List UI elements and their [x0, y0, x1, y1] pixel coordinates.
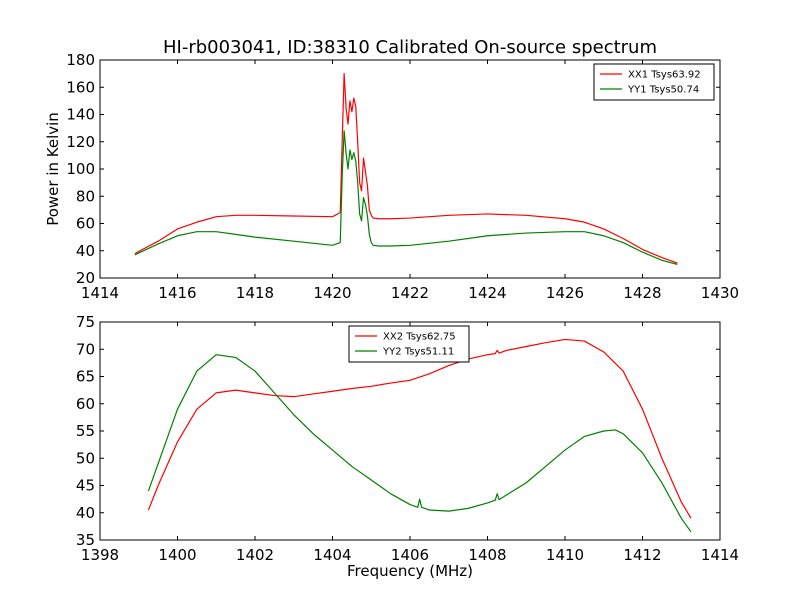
series-line-2: [134, 130, 678, 265]
plot-panel-2: 1398 1400 1402 1404 1406 1408 1410 1412 1414 35 40…: [76, 313, 739, 580]
legend-box: [593, 63, 715, 101]
y-tick-label: 45: [76, 477, 95, 495]
y-tick-label: 40: [76, 504, 95, 522]
y-tick-label: 70: [76, 340, 95, 358]
legend-entry-label: YY1 Tsys50.74: [627, 85, 699, 96]
legend-entry-label: XX1 Tsys63.92: [628, 70, 701, 81]
x-tick-label: 1420: [313, 284, 351, 302]
x-tick-label: 1402: [236, 546, 274, 564]
y-tick-label: 65: [76, 368, 95, 386]
x-tick-label: 1414: [701, 546, 739, 564]
x-tick-label: 1408: [468, 546, 506, 564]
x-tick-label: 1418: [236, 284, 274, 302]
y-tick-label: 160: [66, 78, 95, 96]
series-line-2: [147, 354, 692, 533]
legend-entry-label: YY2 Tsys51.11: [382, 347, 454, 358]
y-tick-label: 40: [76, 242, 95, 260]
y-tick-label: 60: [76, 395, 95, 413]
charts: 1414 1416 1418 1420 1422 1424 1426 1428 1430 20 40…: [44, 51, 739, 580]
y-tick-label: 60: [76, 215, 95, 233]
x-axis-label: Frequency (MHz): [347, 562, 473, 580]
x-tick-label: 1416: [158, 284, 196, 302]
y-tick-label: 100: [66, 160, 95, 178]
x-tick-label: 1424: [468, 284, 506, 302]
y-tick-label: 180: [66, 51, 95, 69]
x-tick-label: 1406: [391, 546, 429, 564]
legend: XX2 Tsys62.75 YY2 Tsys51.11: [348, 325, 470, 363]
plot-panel-1: 1414 1416 1418 1420 1422 1424 1426 1428 1430 20 40…: [44, 51, 739, 302]
y-tick-label: 55: [76, 422, 95, 440]
legend-entry-label: XX2 Tsys62.75: [383, 332, 456, 343]
legend: XX1 Tsys63.92 YY1 Tsys50.74: [593, 63, 715, 101]
y-tick-label: 120: [66, 133, 95, 151]
series-line-1: [134, 73, 678, 264]
series-line-1: [147, 338, 692, 519]
y-tick-label: 80: [76, 187, 95, 205]
x-tick-label: 1404: [313, 546, 351, 564]
y-axis-label: Power in Kelvin: [44, 112, 62, 226]
x-tick-label: 1398: [81, 546, 119, 564]
y-tick-label: 75: [76, 313, 95, 331]
x-tick-label: 1428: [623, 284, 661, 302]
x-tick-label: 1410: [546, 546, 584, 564]
y-tick-label: 35: [76, 531, 95, 549]
x-tick-label: 1412: [623, 546, 661, 564]
chart-title: HI-rb003041, ID:38310 Calibrated On-sour…: [163, 37, 657, 58]
legend-box: [348, 325, 470, 363]
x-tick-label: 1426: [546, 284, 584, 302]
x-tick-label: 1430: [701, 284, 739, 302]
y-tick-label: 50: [76, 449, 95, 467]
x-tick-label: 1400: [158, 546, 196, 564]
x-tick-label: 1422: [391, 284, 429, 302]
y-tick-label: 140: [66, 106, 95, 124]
y-tick-label: 20: [76, 269, 95, 287]
x-tick-label: 1414: [81, 284, 119, 302]
